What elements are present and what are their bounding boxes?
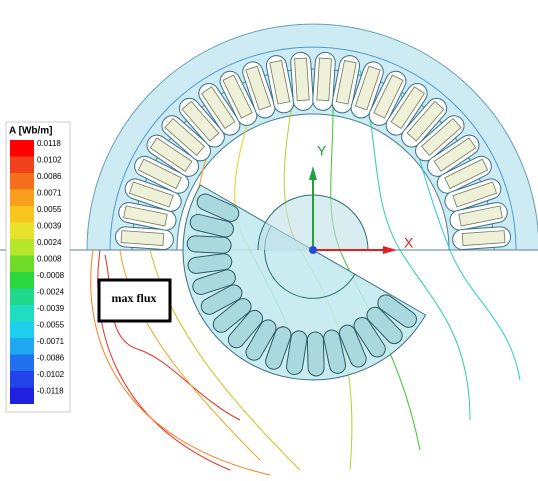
screenshot: Y X max flux A [Wb/m] 0.0118 0.0102 0.0086…	[0, 0, 538, 481]
legend-swatch	[10, 206, 34, 223]
legend-swatch	[10, 223, 34, 240]
legend-label: 0.0024	[37, 238, 62, 247]
legend-label: -0.0086	[37, 354, 65, 363]
legend-label: -0.0039	[37, 304, 65, 313]
legend-label: 0.0086	[37, 172, 62, 181]
legend-swatch	[10, 371, 34, 388]
legend-swatch	[10, 157, 34, 174]
legend-label: -0.0102	[37, 370, 65, 379]
legend-label: 0.0039	[37, 222, 62, 231]
legend-swatch	[10, 272, 34, 289]
legend-label: 0.0071	[37, 189, 62, 198]
legend-label: -0.0008	[37, 271, 65, 280]
legend-swatch	[10, 239, 34, 256]
rotor-slot	[307, 332, 324, 376]
legend-swatch	[10, 140, 34, 157]
legend-swatch	[10, 256, 34, 273]
legend-label: -0.0024	[37, 288, 65, 297]
legend-label: 0.0118	[37, 139, 61, 148]
legend-swatch	[10, 355, 34, 372]
legend-label: 0.0055	[37, 205, 62, 214]
legend-label: -0.0055	[37, 321, 65, 330]
bar	[187, 235, 232, 253]
stator-slot	[290, 52, 314, 111]
legend-label: 0.0008	[37, 255, 62, 264]
coil	[462, 231, 505, 246]
legend-title: A [Wb/m]	[9, 126, 53, 137]
legend-swatch	[10, 388, 34, 405]
stator-slot	[452, 226, 511, 250]
legend-label: 0.0102	[37, 156, 62, 165]
coil	[121, 231, 164, 246]
legend-label: -0.0071	[37, 337, 65, 346]
legend-swatch	[10, 338, 34, 355]
origin	[309, 246, 317, 254]
rotor-slot	[187, 235, 232, 253]
legend-swatch	[10, 289, 34, 306]
legend-swatch	[10, 190, 34, 207]
annotation-text: max flux	[112, 291, 157, 305]
legend-label: -0.0118	[37, 387, 64, 396]
y-axis-label: Y	[317, 143, 327, 159]
field-view: Y X max flux A [Wb/m] 0.0118 0.0102 0.0086…	[0, 0, 538, 481]
coil	[294, 58, 309, 101]
x-axis-label: X	[404, 235, 414, 251]
legend-swatch	[10, 305, 34, 322]
bar	[307, 332, 324, 376]
legend-swatch	[10, 322, 34, 339]
coil	[317, 58, 332, 101]
legend-swatch	[10, 173, 34, 190]
